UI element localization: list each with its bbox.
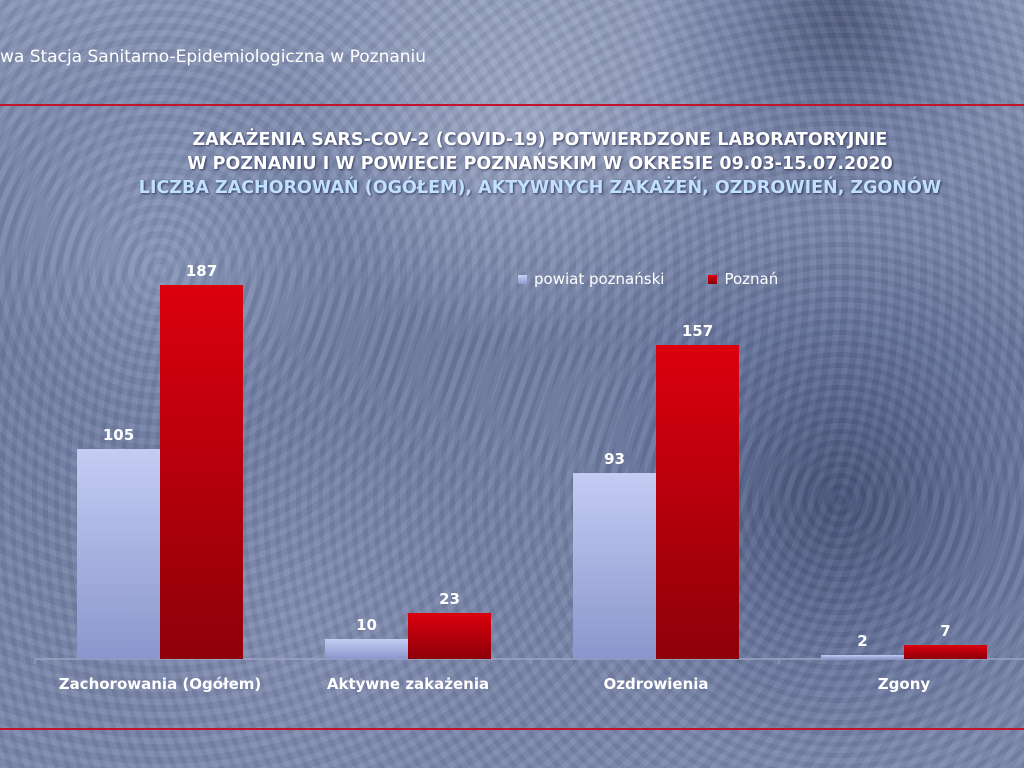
data-label: 157 <box>682 322 713 340</box>
category-label: Aktywne zakażenia <box>327 675 489 693</box>
data-label: 93 <box>604 450 625 468</box>
organization-header: wa Stacja Sanitarno-Epidemiologiczna w P… <box>0 47 427 67</box>
data-label: 7 <box>940 622 950 640</box>
legend-swatch-poznan <box>708 274 718 284</box>
category-label: Zgony <box>878 675 931 693</box>
bar-powiat-0 <box>77 449 160 659</box>
chart-title-line-2: W POZNANIU I W POWIECIE POZNAŃSKIM W OKR… <box>187 154 893 174</box>
data-label: 105 <box>103 426 134 444</box>
data-label: 23 <box>439 590 460 608</box>
top-divider <box>0 104 1024 106</box>
data-label: 2 <box>857 632 867 650</box>
legend-label-powiat: powiat poznański <box>534 270 665 288</box>
chart-legend: powiat poznański Poznań <box>518 270 778 288</box>
bar-poznan-0 <box>160 285 243 659</box>
data-label: 187 <box>186 262 217 280</box>
bar-powiat-3 <box>821 655 904 659</box>
data-label: 10 <box>356 616 377 634</box>
bottom-divider <box>0 728 1024 730</box>
legend-swatch-powiat <box>518 274 527 284</box>
bar-powiat-2 <box>573 473 656 659</box>
bar-poznan-2 <box>656 345 739 659</box>
bar-poznan-1 <box>408 613 491 659</box>
chart-title-line-1: ZAKAŻENIA SARS-COV-2 (COVID-19) POTWIERD… <box>192 130 888 150</box>
category-label: Zachorowania (Ogółem) <box>59 675 262 693</box>
bar-poznan-3 <box>904 645 987 659</box>
chart-title: ZAKAŻENIA SARS-COV-2 (COVID-19) POTWIERD… <box>60 128 1020 200</box>
category-label: Ozdrowienia <box>603 675 708 693</box>
legend-label-poznan: Poznań <box>724 270 779 288</box>
chart-subtitle: LICZBA ZACHOROWAŃ (OGÓŁEM), AKTYWNYCH ZA… <box>138 178 942 198</box>
bar-powiat-1 <box>325 639 408 659</box>
